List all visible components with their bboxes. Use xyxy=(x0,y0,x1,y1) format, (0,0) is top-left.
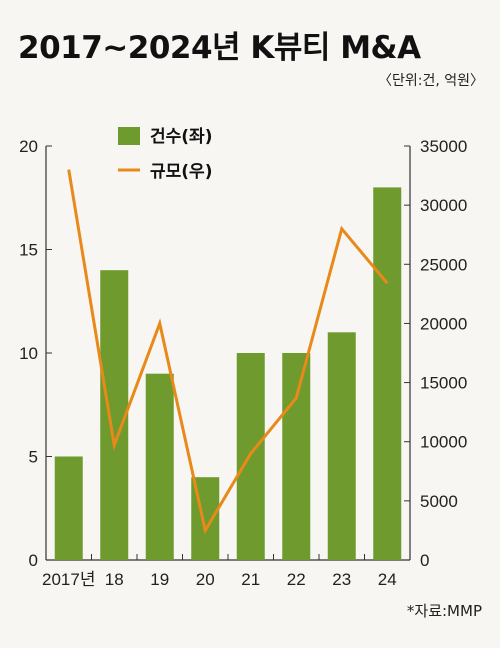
bar xyxy=(282,353,311,560)
right-tick-label: 20000 xyxy=(420,314,467,333)
x-tick-label: 21 xyxy=(241,570,260,589)
x-tick-label: 19 xyxy=(150,570,169,589)
legend-label-line: 규모(우) xyxy=(150,162,212,182)
bar xyxy=(373,187,402,560)
right-tick-label: 10000 xyxy=(420,433,467,452)
left-tick-label: 10 xyxy=(19,344,38,363)
legend-swatch-bar xyxy=(118,127,140,145)
line-series xyxy=(67,169,389,535)
bar xyxy=(54,456,83,560)
right-tick-label: 5000 xyxy=(420,492,458,511)
left-tick-label: 20 xyxy=(19,137,38,156)
bar xyxy=(236,353,265,560)
x-tick-label: 2017년 xyxy=(42,570,95,589)
x-tick-label: 23 xyxy=(332,570,351,589)
right-tick-label: 0 xyxy=(420,551,429,570)
right-tick-label: 35000 xyxy=(420,137,467,156)
right-tick-label: 25000 xyxy=(420,255,467,274)
left-tick-label: 15 xyxy=(19,241,38,260)
x-tick-label: 18 xyxy=(105,570,124,589)
left-tick-label: 0 xyxy=(29,551,38,570)
left-tick-label: 5 xyxy=(29,448,38,467)
right-tick-label: 30000 xyxy=(420,196,467,215)
legend-label-bar: 건수(좌) xyxy=(150,127,212,147)
bar xyxy=(327,332,356,560)
x-tick-label: 20 xyxy=(196,570,215,589)
x-tick-label: 22 xyxy=(287,570,306,589)
chart-title: 2017~2024년 K뷰티 M&A xyxy=(18,30,421,66)
x-tick-label: 24 xyxy=(378,570,397,589)
right-tick-label: 15000 xyxy=(420,374,467,393)
bar xyxy=(100,270,129,560)
bar xyxy=(145,373,174,560)
unit-note: 〈단위:건, 억원〉 xyxy=(377,73,484,89)
source-note: *자료:MMP xyxy=(406,602,482,620)
